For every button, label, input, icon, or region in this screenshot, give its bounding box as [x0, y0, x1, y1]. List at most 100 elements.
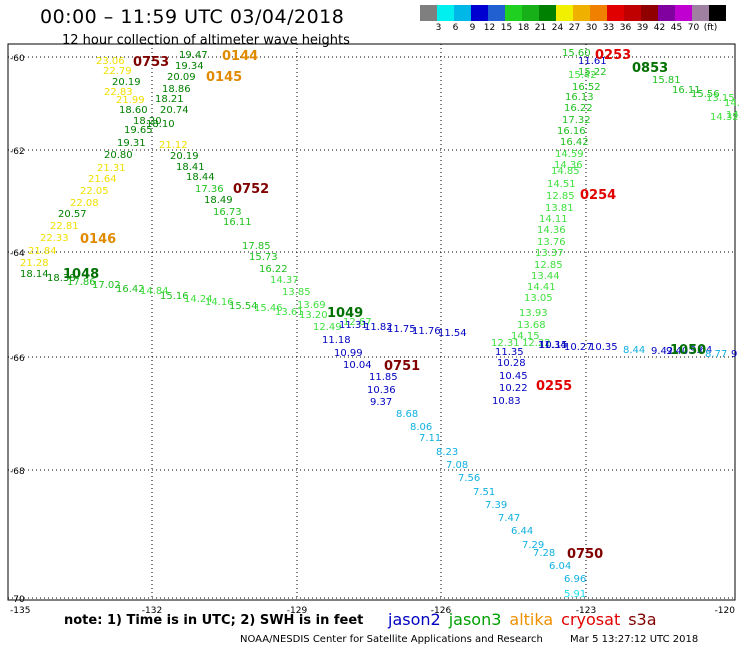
- swh-value: 11.31: [339, 320, 368, 331]
- swh-value: 14.85: [551, 166, 580, 177]
- longitude-label: -129: [287, 606, 308, 616]
- swh-value: 14.18: [724, 98, 740, 109]
- pass-time-label: 1049: [327, 306, 363, 321]
- footer-note: note: 1) Time is in UTC; 2) SWH is in fe…: [64, 613, 364, 628]
- generated-timestamp: Mar 5 13:27:12 UTC 2018: [570, 634, 699, 645]
- legend-s3a: s3a: [628, 610, 657, 629]
- axis-labels: -60 -62 -64 -66 -68 -70-135 -132 -129 -126 -123 -1…: [10, 54, 735, 616]
- colorbar-tick-label: 12: [483, 23, 496, 33]
- swh-value: 14.11: [539, 214, 568, 225]
- swh-value: 18.10: [146, 119, 175, 130]
- colorbar-tick-label: 36: [619, 23, 632, 33]
- swh-value: 17.85: [242, 241, 271, 252]
- colorbar-tick-label: 3: [435, 23, 442, 33]
- swh-value: 6.44: [511, 526, 533, 537]
- swh-value: 18.20: [133, 116, 162, 127]
- swh-value: 10.36: [367, 385, 396, 396]
- swh-value: 21.99: [116, 95, 145, 106]
- swh-value: 16.13: [565, 92, 594, 103]
- colorbar-tick-label: 21: [534, 23, 547, 33]
- latitude-label: -66: [10, 354, 25, 364]
- swh-value: 16.42: [116, 284, 145, 295]
- swh-value: 9.40: [666, 346, 688, 357]
- swh-value: 7.29: [522, 540, 544, 551]
- swh-value: 16.52: [572, 82, 601, 93]
- swh-value: 8.68: [396, 409, 418, 420]
- colorbar-tick-label: 6: [452, 23, 459, 33]
- swh-value: 14.36: [554, 160, 583, 171]
- colorbar-swatch: [624, 5, 641, 21]
- colorbar-swatch: [556, 5, 573, 21]
- colorbar-swatch: [675, 5, 692, 21]
- colorbar-tick-label: 39: [636, 23, 649, 33]
- swh-value: 19.65: [124, 125, 153, 136]
- swh-value: 18.44: [186, 172, 215, 183]
- swh-value: 8.06: [410, 422, 432, 433]
- pass-time-label: 1050: [670, 343, 706, 358]
- swh-colorbar: [420, 5, 726, 21]
- pass-time-label: 0145: [206, 70, 242, 85]
- swh-value: 15.73: [249, 252, 278, 263]
- swh-value: 7.47: [498, 513, 520, 524]
- swh-value: 13.61: [275, 307, 304, 318]
- swh-value: 13.93: [519, 308, 548, 319]
- swh-value: 14.59: [555, 149, 584, 160]
- swh-value: 10.27: [564, 342, 593, 353]
- swh-value: 15.56: [691, 89, 720, 100]
- swh-value: 13.68: [517, 320, 546, 331]
- swh-value: 17.02: [92, 280, 121, 291]
- swh-value: 14.15: [511, 331, 540, 342]
- swh-values: 23.0622.7920.1922.8321.9918.6018.2019.65…: [20, 48, 740, 600]
- swh-value: 16.42: [560, 137, 589, 148]
- legend-jason3: jason3: [448, 610, 502, 629]
- swh-value: 13.85: [282, 287, 311, 298]
- swh-value: 17.36: [195, 184, 224, 195]
- swh-value: 13.76: [537, 237, 566, 248]
- swh-value: 11.75: [387, 324, 416, 335]
- swh-value: 16.73: [213, 207, 242, 218]
- colorbar-swatch: [692, 5, 709, 21]
- swh-value: 6.04: [549, 561, 571, 572]
- latitude-label: -64: [10, 249, 25, 259]
- swh-value: 12.49: [313, 322, 342, 333]
- swh-value: 15.46: [254, 303, 283, 314]
- pass-time-label: 0751: [384, 359, 420, 374]
- credits-text: NOAA/NESDIS Center for Satellite Applica…: [240, 634, 543, 645]
- swh-value: 18.21: [155, 94, 184, 105]
- longitude-label: -126: [431, 606, 452, 616]
- swh-value: 14.36: [537, 225, 566, 236]
- pass-time-label: 1048: [63, 267, 99, 282]
- swh-value: 15.60: [562, 48, 591, 59]
- swh-value: 14.32: [710, 112, 739, 123]
- pass-time-label: 0750: [567, 547, 603, 562]
- colorbar-swatch: [522, 5, 539, 21]
- colorbar-tick-label: 18: [517, 23, 530, 33]
- swh-value: 13.37: [535, 248, 564, 259]
- pass-time-label: 0752: [233, 182, 269, 197]
- swh-value: 18.86: [162, 84, 191, 95]
- swh-value: 16.11: [672, 85, 701, 96]
- graticule: [7, 44, 736, 600]
- swh-value: 23.06: [96, 56, 125, 67]
- swh-value: 22.05: [80, 186, 109, 197]
- longitude-label: -135: [10, 606, 30, 616]
- latitude-label: -70: [10, 595, 25, 605]
- swh-value: 8.23: [436, 447, 458, 458]
- swh-value: 19.31: [117, 138, 146, 149]
- swh-value: 17.32: [562, 115, 591, 126]
- swh-value: 11.18: [322, 335, 351, 346]
- swh-value: 11.61: [578, 56, 607, 67]
- swh-value: 12.67: [343, 317, 372, 328]
- colorbar-swatch: [573, 5, 590, 21]
- swh-value: 14.19: [726, 110, 740, 121]
- colorbar-swatch: [590, 5, 607, 21]
- pass-time-label: 0853: [632, 61, 668, 76]
- swh-value: 7.28: [533, 548, 555, 559]
- swh-value: 11.85: [369, 372, 398, 383]
- swh-value: 22.33: [40, 233, 69, 244]
- swh-value: 7.39: [485, 500, 507, 511]
- swh-value: 15.42: [568, 70, 597, 81]
- swh-value: 15.16: [160, 291, 189, 302]
- colorbar-swatch: [539, 5, 556, 21]
